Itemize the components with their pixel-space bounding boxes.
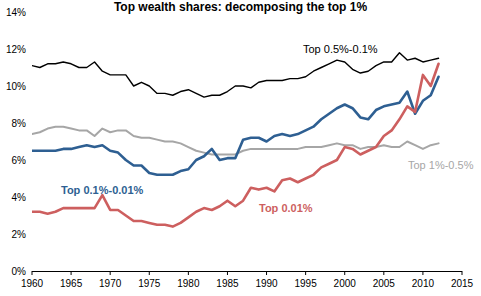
chart: Top wealth shares: decomposing the top 1…: [0, 0, 481, 296]
series-label: Top 1%-0.5%: [408, 159, 474, 171]
series-line: [32, 64, 439, 227]
series-line: [32, 77, 439, 175]
x-tick: [149, 271, 150, 275]
series-line: [32, 53, 439, 97]
x-tick-label: 2010: [412, 278, 435, 289]
x-tick: [462, 271, 463, 275]
x-tick-label: 1985: [216, 278, 239, 289]
title: Top wealth shares: decomposing the top 1…: [114, 0, 367, 14]
y-tick-label: 8%: [12, 118, 27, 129]
y-tick: [29, 49, 32, 50]
x-tick: [305, 271, 306, 275]
series-line: [32, 127, 439, 155]
x-tick: [383, 271, 384, 275]
y-tick: [29, 12, 32, 13]
y-tick-label: 0%: [12, 266, 27, 277]
series-label: Top 0.01%: [259, 202, 313, 214]
plot-area: [32, 53, 439, 227]
x-tick: [32, 271, 33, 275]
x-tick: [188, 271, 189, 275]
x-tick: [266, 271, 267, 275]
y-tick: [29, 234, 32, 235]
y-tick-label: 12%: [6, 44, 26, 55]
x-tick-label: 1975: [138, 278, 161, 289]
y-tick-label: 2%: [12, 229, 27, 240]
x-tick-label: 1995: [295, 278, 318, 289]
x-tick: [71, 271, 72, 275]
x-axis: [32, 271, 462, 272]
y-tick: [29, 160, 32, 161]
x-tick-label: 1990: [255, 278, 278, 289]
x-tick: [227, 271, 228, 275]
x-tick: [344, 271, 345, 275]
x-tick: [110, 271, 111, 275]
y-tick-label: 14%: [6, 7, 26, 18]
y-tick-label: 4%: [12, 192, 27, 203]
x-tick-label: 1980: [177, 278, 200, 289]
x-tick-label: 2005: [373, 278, 396, 289]
x-tick: [422, 271, 423, 275]
x-tick-label: 2015: [451, 278, 474, 289]
y-tick: [29, 86, 32, 87]
y-tick-label: 10%: [6, 81, 26, 92]
y-tick-label: 6%: [12, 155, 27, 166]
x-tick-label: 1970: [99, 278, 122, 289]
x-tick-label: 2000: [334, 278, 357, 289]
y-tick: [29, 197, 32, 198]
y-tick: [29, 123, 32, 124]
x-tick-label: 1960: [21, 278, 44, 289]
series-label: Top 0.5%-0.1%: [303, 43, 378, 55]
x-tick-label: 1965: [60, 278, 83, 289]
series-label: Top 0.1%-0.01%: [61, 184, 144, 196]
